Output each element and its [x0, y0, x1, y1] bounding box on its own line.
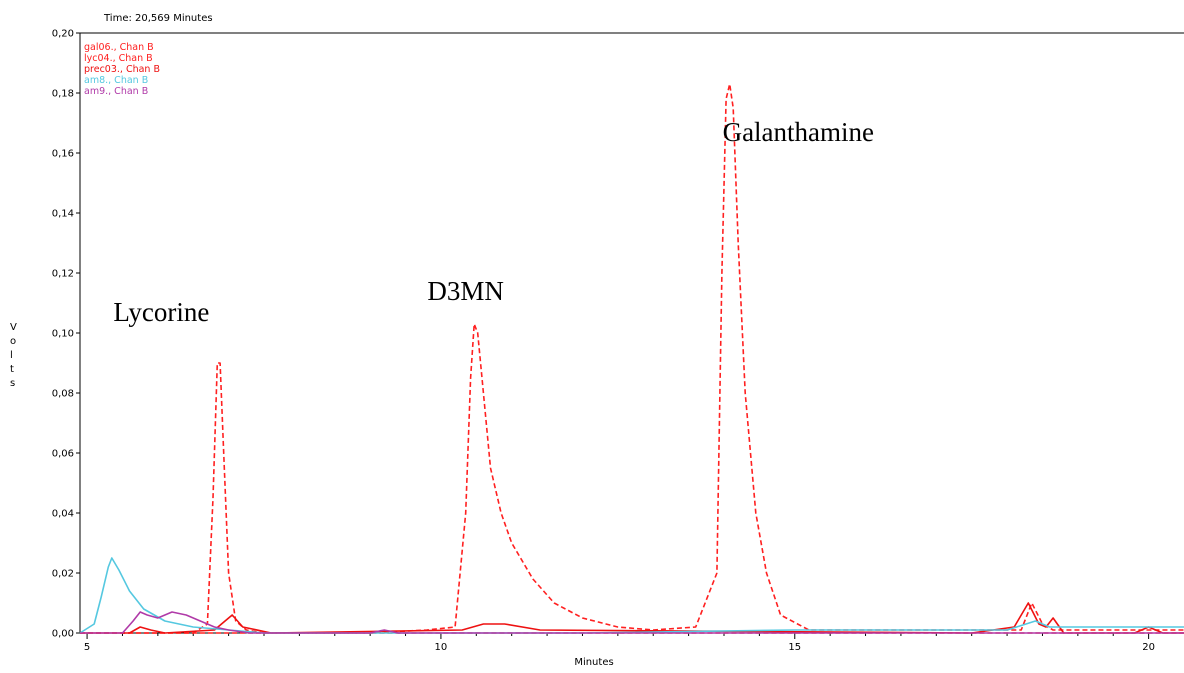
x-axis-label: Minutes: [574, 657, 613, 668]
y-tick-label: 0,06: [52, 449, 74, 460]
y-axis-label-letter: t: [10, 364, 14, 375]
y-tick-label: 0,02: [52, 569, 74, 580]
peak-annotations: Lycorine D3MN Galanthamine: [113, 117, 874, 327]
time-readout: Time: 20,569 Minutes: [103, 13, 213, 24]
y-axis-label-letter: V: [10, 322, 17, 333]
y-tick-label: 0,16: [52, 149, 74, 160]
y-axis-label-letter: s: [10, 378, 15, 389]
y-tick-label: 0,18: [52, 89, 74, 100]
series-line-5: [80, 611, 1184, 634]
tick-labels: 0,00 0,02 0,04 0,06 0,08 0,10 0,12 0,14 0,16 0,18…: [52, 29, 1155, 654]
peak-annotation: D3MN: [427, 276, 504, 306]
y-tick-label: 0,04: [52, 509, 74, 520]
legend-entry: am8., Chan B: [84, 75, 148, 86]
legend-entry: gal06., Chan B: [84, 42, 154, 53]
x-tick-label: 15: [788, 642, 801, 653]
legend-entry: am9., Chan B: [84, 86, 148, 97]
series-group: [79, 83, 1184, 634]
series-line-4: [79, 557, 1184, 634]
axes: [79, 32, 1184, 634]
x-tick-label: 10: [435, 642, 448, 653]
series-line-2: [80, 362, 1184, 634]
x-tick-label: 5: [84, 642, 90, 653]
peak-annotation: Galanthamine: [723, 117, 874, 147]
legend-entry: lyc04., Chan B: [84, 53, 153, 64]
y-tick-label: 0,14: [52, 209, 74, 220]
legend-entry: prec03., Chan B: [84, 64, 160, 75]
y-axis-label-letter: l: [10, 350, 13, 361]
y-tick-label: 0,20: [52, 29, 74, 40]
y-tick-label: 0,10: [52, 329, 74, 340]
y-tick-label: 0,00: [52, 629, 74, 640]
series-line-1: [80, 83, 1184, 634]
peak-annotation: Lycorine: [113, 297, 209, 327]
y-tick-label: 0,12: [52, 269, 74, 280]
x-tick-label: 20: [1142, 642, 1155, 653]
y-axis-label-letter: o: [10, 336, 16, 347]
y-tick-label: 0,08: [52, 389, 74, 400]
